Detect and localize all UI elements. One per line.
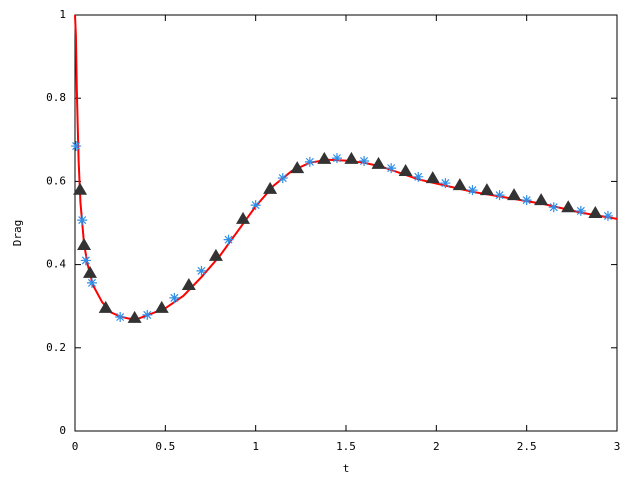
triangle-marker [127,310,142,323]
x-tick-label: 1 [252,440,259,453]
asterisk-marker [494,190,505,201]
triangle-marker [263,181,278,194]
asterisk-marker [440,178,451,189]
y-tick-label: 0.6 [46,174,66,187]
asterisk-marker [304,156,315,167]
asterisk-marker [77,215,88,226]
y-tick-label: 0.2 [46,341,66,354]
y-tick-label: 0.4 [46,258,66,271]
asterisk-marker [386,163,397,174]
x-tick-label: 0 [72,440,79,453]
triangle-marker [588,206,603,219]
y-tick-label: 0 [59,424,66,437]
asterisk-marker [467,185,478,196]
triangle-marker [290,161,305,174]
asterisk-marker [250,200,261,211]
triangle-marker [534,193,549,206]
triangle-marker [507,188,522,201]
triangle-marker [344,151,359,164]
asterisk-marker [80,255,91,266]
asterisk-marker [115,312,126,323]
x-tick-label: 1.5 [336,440,356,453]
y-axis-label: Drag [11,220,24,247]
y-tick-label: 1 [59,8,66,21]
triangle-marker [77,238,92,251]
asterisk-marker [142,309,153,320]
triangle-marker [479,183,494,196]
asterisk-marker [521,195,532,206]
asterisk-marker [602,210,613,221]
x-tick-label: 0.5 [155,440,175,453]
triangle-marker [82,265,97,278]
x-tick-label: 3 [614,440,621,453]
plot-border [74,14,618,432]
triangle-marker [98,300,113,313]
triangle-marker [452,178,467,191]
x-axis-label: t [343,462,350,475]
triangle-marker [73,182,88,195]
triangle-marker [317,151,332,164]
asterisk-marker [277,173,288,184]
data-line [74,14,618,320]
asterisk-marker [223,234,234,245]
asterisk-marker [359,156,370,167]
triangle-marker [181,277,196,290]
asterisk-marker [331,153,342,164]
triangle-marker [561,200,576,213]
asterisk-marker [169,292,180,303]
triangle-marker [371,156,386,169]
asterisk-marker [575,205,586,216]
x-tick-label: 2 [433,440,440,453]
asterisk-marker [196,265,207,276]
triangle-marker [236,211,251,224]
triangle-marker [398,164,413,176]
triangle-marker [425,171,440,184]
asterisk-marker [86,277,97,288]
asterisk-marker [71,141,82,152]
asterisk-marker [548,202,559,213]
y-tick-label: 0.8 [46,91,66,104]
asterisk-marker [413,171,424,182]
x-tick-label: 2.5 [517,440,537,453]
triangle-marker [208,248,223,261]
triangle-marker [154,300,169,313]
